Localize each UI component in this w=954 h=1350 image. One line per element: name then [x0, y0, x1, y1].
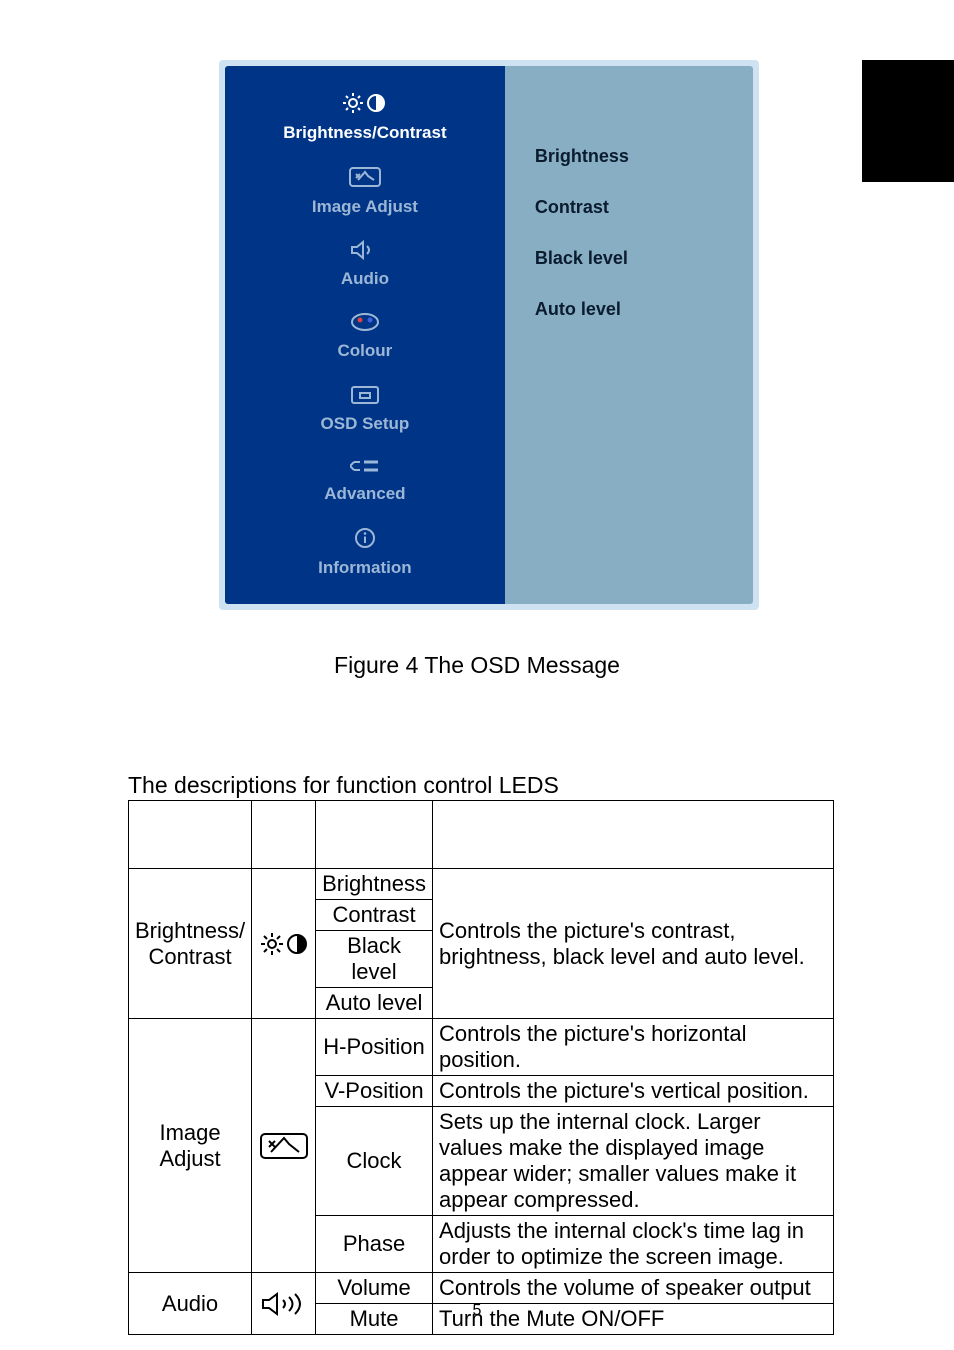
- osd-menu-advanced[interactable]: Advanced: [324, 457, 405, 504]
- osd-menu-osd-setup[interactable]: OSD Setup: [321, 385, 410, 434]
- osd-setup-icon: [321, 385, 410, 410]
- osd-right-item[interactable]: Black level: [535, 248, 753, 269]
- brightness-contrast-table-icon: [252, 869, 316, 1019]
- side-tab: [862, 60, 954, 182]
- osd-menu-label: Advanced: [324, 484, 405, 503]
- osd-menu-left: Brightness/Contrast Image Adjust: [225, 66, 505, 604]
- osd-menu-information[interactable]: Information: [318, 527, 412, 578]
- osd-panel: Brightness/Contrast Image Adjust: [219, 60, 759, 610]
- table-group-brightness-contrast: Brightness/ Contrast: [129, 869, 252, 1019]
- osd-menu-label: Audio: [341, 269, 389, 288]
- table-sub: Phase: [316, 1216, 433, 1273]
- osd-menu-image-adjust[interactable]: Image Adjust: [312, 166, 418, 217]
- information-icon: [318, 527, 412, 554]
- osd-right-item[interactable]: Auto level: [535, 299, 753, 320]
- table-desc: Controls the picture's contrast, brightn…: [433, 869, 834, 1019]
- osd-menu-label: Colour: [338, 341, 393, 360]
- osd-right-item[interactable]: Contrast: [535, 197, 753, 218]
- image-adjust-icon: [312, 166, 418, 193]
- table-sub: H-Position: [316, 1019, 433, 1076]
- table-sub: Brightness: [316, 869, 433, 900]
- colour-icon: [338, 312, 393, 337]
- table-desc: Controls the volume of speaker output: [433, 1273, 834, 1304]
- osd-menu-audio[interactable]: Audio: [341, 240, 389, 289]
- osd-menu-label: Information: [318, 558, 412, 577]
- figure-caption: Figure 4 The OSD Message: [0, 652, 954, 679]
- table-desc: Adjusts the internal clock's time lag in…: [433, 1216, 834, 1273]
- table-sub: Clock: [316, 1107, 433, 1216]
- brightness-contrast-icon: [283, 92, 446, 119]
- osd-menu-colour[interactable]: Colour: [338, 312, 393, 361]
- table-sub: Contrast: [316, 900, 433, 931]
- table-desc: Sets up the internal clock. Larger value…: [433, 1107, 834, 1216]
- section-label: The descriptions for function control LE…: [128, 772, 559, 801]
- osd-menu-brightness-contrast[interactable]: Brightness/Contrast: [283, 92, 446, 143]
- osd-right-item[interactable]: Brightness: [535, 146, 753, 167]
- table-desc: Controls the picture's vertical position…: [433, 1076, 834, 1107]
- osd-menu-right: Brightness Contrast Black level Auto lev…: [505, 66, 753, 604]
- table-sub: Volume: [316, 1273, 433, 1304]
- osd-menu-label: Image Adjust: [312, 197, 418, 216]
- table-desc: Controls the picture's horizontal positi…: [433, 1019, 834, 1076]
- table-sub: Auto level: [316, 988, 433, 1019]
- table-sub: Black level: [316, 931, 433, 988]
- page-number: 5: [0, 1302, 954, 1320]
- image-adjust-table-icon: [252, 1019, 316, 1273]
- table-group-image-adjust: Image Adjust: [129, 1019, 252, 1273]
- audio-icon: [341, 240, 389, 265]
- osd-menu-label: Brightness/Contrast: [283, 123, 446, 142]
- function-table: Brightness/ Contrast: [128, 800, 834, 1335]
- osd-menu-label: OSD Setup: [321, 414, 410, 433]
- advanced-icon: [324, 457, 405, 480]
- table-sub: V-Position: [316, 1076, 433, 1107]
